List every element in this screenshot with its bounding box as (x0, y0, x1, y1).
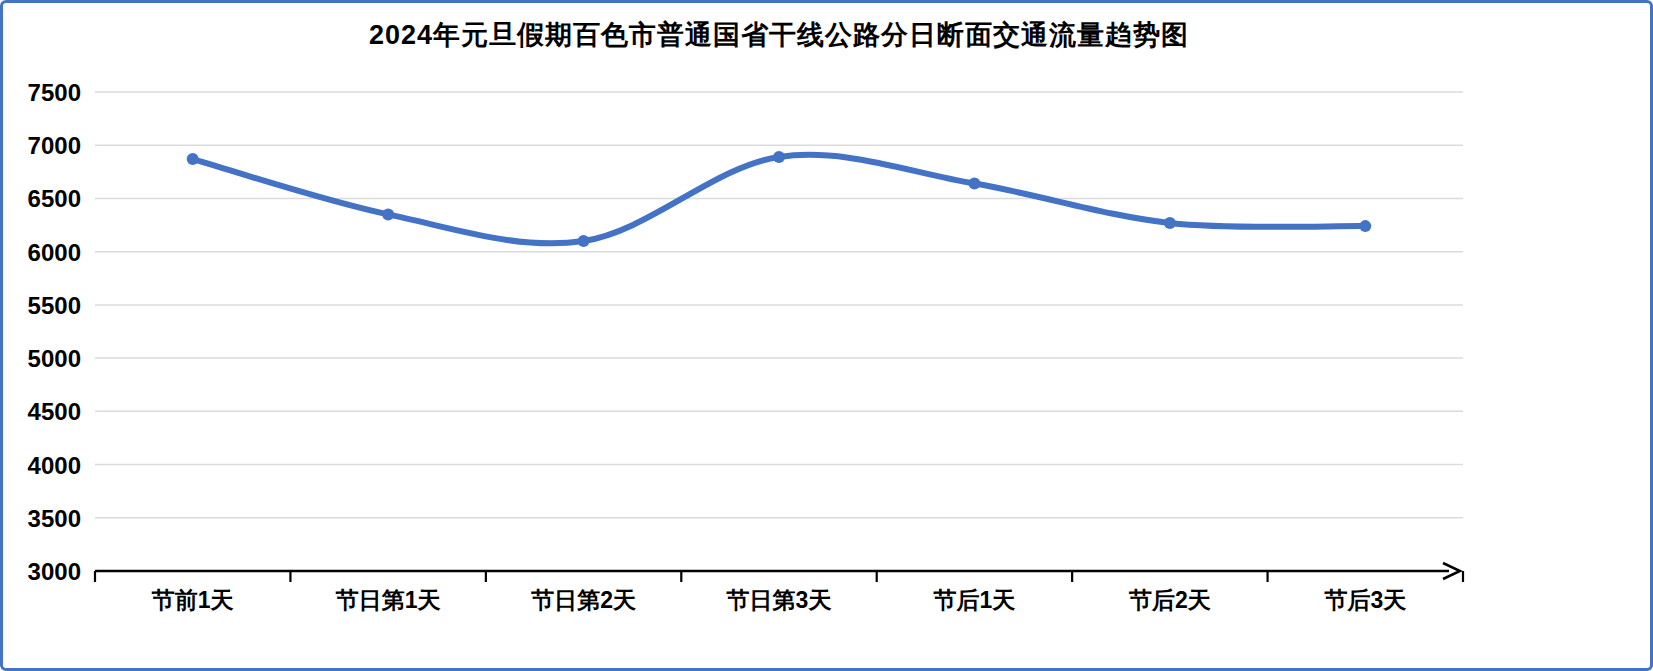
x-axis-category-label: 节前1天 (151, 587, 234, 613)
x-axis-category-label: 节后3天 (1323, 587, 1406, 613)
y-axis-tick-label: 6000 (28, 239, 81, 266)
y-axis-tick-label: 3000 (28, 558, 81, 585)
data-point-marker (382, 208, 394, 220)
data-point-marker (578, 235, 590, 247)
y-axis-tick-label: 3500 (28, 505, 81, 532)
chart-frame: 2024年元旦假期百色市普通国省干线公路分日断面交通流量趋势图 30003500… (0, 0, 1653, 671)
y-axis-tick-label: 7500 (28, 79, 81, 106)
y-axis-tick-label: 5500 (28, 292, 81, 319)
data-point-marker (187, 153, 199, 165)
x-axis-category-label: 节后1天 (933, 587, 1016, 613)
y-axis-tick-label: 5000 (28, 345, 81, 372)
data-point-marker (1164, 217, 1176, 229)
data-point-marker (1359, 220, 1371, 232)
y-axis-tick-label: 4000 (28, 452, 81, 479)
x-axis-category-label: 节日第2天 (530, 587, 636, 613)
data-point-marker (968, 178, 980, 190)
x-axis-category-label: 节日第1天 (335, 587, 441, 613)
traffic-flow-line-chart: 3000 3500 4000 4500 5000 5500 6000 6500 7000 7500… (3, 3, 1653, 671)
data-point-marker (773, 151, 785, 163)
y-axis-tick-label: 7000 (28, 132, 81, 159)
x-axis-category-label: 节后2天 (1128, 587, 1211, 613)
y-axis-tick-label: 4500 (28, 398, 81, 425)
y-axis-tick-label: 6500 (28, 185, 81, 212)
x-axis-category-label: 节日第3天 (726, 587, 832, 613)
